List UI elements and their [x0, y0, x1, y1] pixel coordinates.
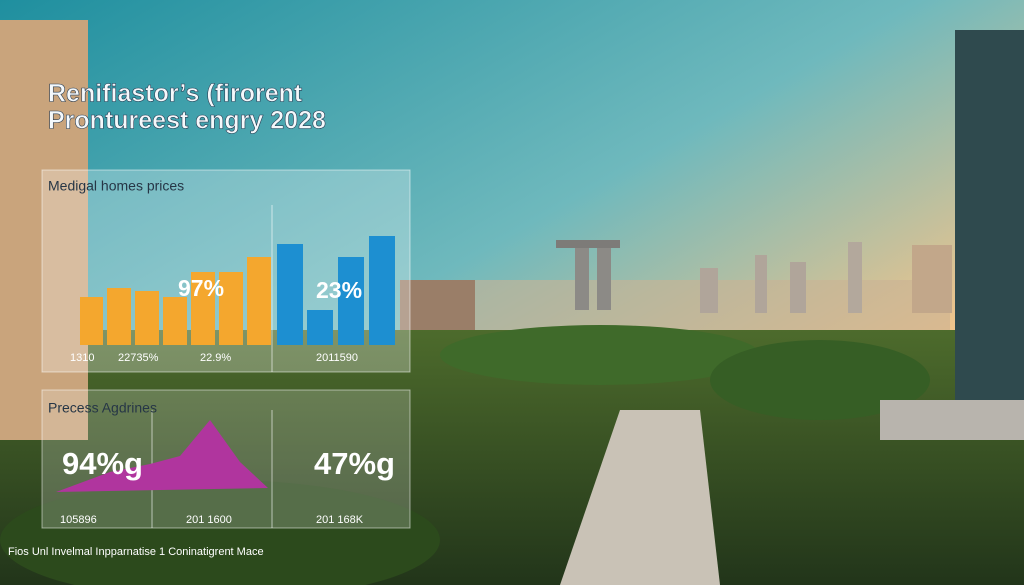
- annotation: 94%g: [62, 446, 143, 481]
- panel-label: Precess Agdrines: [48, 400, 157, 416]
- footer: Fios Unl Invelmal Inpparnatise 1 Coninat…: [8, 546, 264, 558]
- annotation: 23%: [316, 277, 362, 303]
- panel: Medigal homes prices 97% 23% 1310 22735%…: [41, 169, 411, 373]
- area: [56, 420, 268, 492]
- annotation: 97%: [178, 275, 224, 301]
- axis-label: 105896: [60, 514, 97, 526]
- axis-label: 1310: [70, 352, 94, 364]
- title-line: Renifiastor’s (firorent: [48, 80, 303, 108]
- axis-label: 201 168K: [316, 514, 364, 526]
- bars: [277, 236, 395, 345]
- axis-label: 201 1600: [186, 514, 232, 526]
- bars: [80, 257, 271, 345]
- axis-label: 2011590: [316, 352, 358, 364]
- axis-label: 22735%: [118, 352, 159, 364]
- axis-label: 22.9%: [200, 352, 231, 364]
- title-line: Prontureest engry 2028: [48, 107, 326, 135]
- panel-label: Medigal homes prices: [48, 178, 184, 194]
- annotation: 47%g: [314, 446, 395, 481]
- panel: Precess Agdrines 94%g 47%g 105896 201 16…: [41, 389, 411, 529]
